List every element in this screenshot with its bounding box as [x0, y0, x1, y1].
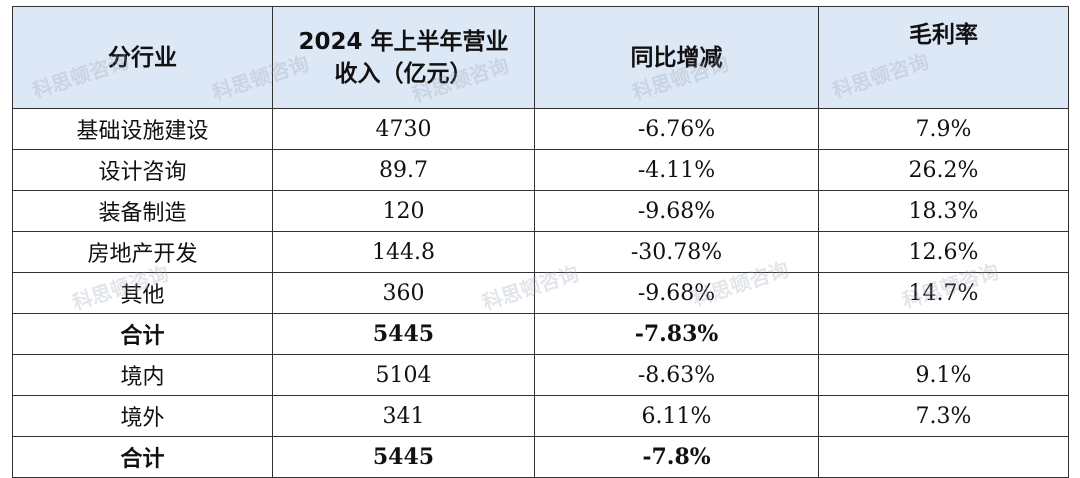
revenue-table: 分行业 2024 年上半年营业 收入（亿元） 同比增减 毛利率 基础设施建设 4…	[12, 6, 1069, 478]
cell-segment: 合计	[12, 313, 273, 355]
header-revenue-line1: 2024 年上半年营业	[298, 28, 509, 55]
cell-margin	[818, 313, 1069, 355]
cell-yoy: -6.76%	[534, 108, 819, 150]
table-row-total: 合计 5445 -7.83%	[12, 313, 1069, 355]
cell-yoy: -4.11%	[534, 149, 819, 191]
cell-revenue: 341	[272, 395, 535, 437]
table-container: 分行业 2024 年上半年营业 收入（亿元） 同比增减 毛利率 基础设施建设 4…	[12, 6, 1069, 478]
cell-segment: 设计咨询	[12, 149, 273, 191]
header-revenue: 2024 年上半年营业 收入（亿元）	[272, 6, 535, 109]
cell-revenue: 120	[272, 190, 535, 232]
cell-margin: 26.2%	[818, 149, 1069, 191]
table-row: 设计咨询 89.7 -4.11% 26.2%	[12, 149, 1069, 191]
cell-segment: 境外	[12, 395, 273, 437]
table-row: 基础设施建设 4730 -6.76% 7.9%	[12, 108, 1069, 150]
header-row: 分行业 2024 年上半年营业 收入（亿元） 同比增减 毛利率	[12, 6, 1069, 109]
cell-margin: 7.3%	[818, 395, 1069, 437]
cell-margin: 14.7%	[818, 272, 1069, 314]
cell-segment: 装备制造	[12, 190, 273, 232]
cell-margin: 12.6%	[818, 231, 1069, 273]
cell-margin	[818, 436, 1069, 478]
cell-yoy: -9.68%	[534, 272, 819, 314]
cell-revenue: 5445	[272, 436, 535, 478]
cell-yoy: -7.83%	[534, 313, 819, 355]
cell-segment: 其他	[12, 272, 273, 314]
cell-segment: 合计	[12, 436, 273, 478]
cell-revenue: 4730	[272, 108, 535, 150]
table-row: 其他 360 -9.68% 14.7%	[12, 272, 1069, 314]
cell-segment: 境内	[12, 354, 273, 396]
table-row: 境外 341 6.11% 7.3%	[12, 395, 1069, 437]
header-revenue-line2: 收入（亿元）	[334, 60, 473, 87]
header-yoy: 同比增减	[534, 6, 819, 109]
cell-yoy: -30.78%	[534, 231, 819, 273]
cell-revenue: 89.7	[272, 149, 535, 191]
cell-margin: 7.9%	[818, 108, 1069, 150]
cell-revenue: 5104	[272, 354, 535, 396]
table-row: 境内 5104 -8.63% 9.1%	[12, 354, 1069, 396]
cell-revenue: 5445	[272, 313, 535, 355]
table-row: 装备制造 120 -9.68% 18.3%	[12, 190, 1069, 232]
cell-revenue: 144.8	[272, 231, 535, 273]
table-row-total: 合计 5445 -7.8%	[12, 436, 1069, 478]
cell-margin: 18.3%	[818, 190, 1069, 232]
cell-segment: 房地产开发	[12, 231, 273, 273]
cell-revenue: 360	[272, 272, 535, 314]
cell-yoy: -7.8%	[534, 436, 819, 478]
cell-segment: 基础设施建设	[12, 108, 273, 150]
cell-yoy: -8.63%	[534, 354, 819, 396]
cell-margin: 9.1%	[818, 354, 1069, 396]
table-row: 房地产开发 144.8 -30.78% 12.6%	[12, 231, 1069, 273]
header-segment: 分行业	[12, 6, 273, 109]
header-margin: 毛利率	[818, 6, 1069, 109]
cell-yoy: 6.11%	[534, 395, 819, 437]
cell-yoy: -9.68%	[534, 190, 819, 232]
